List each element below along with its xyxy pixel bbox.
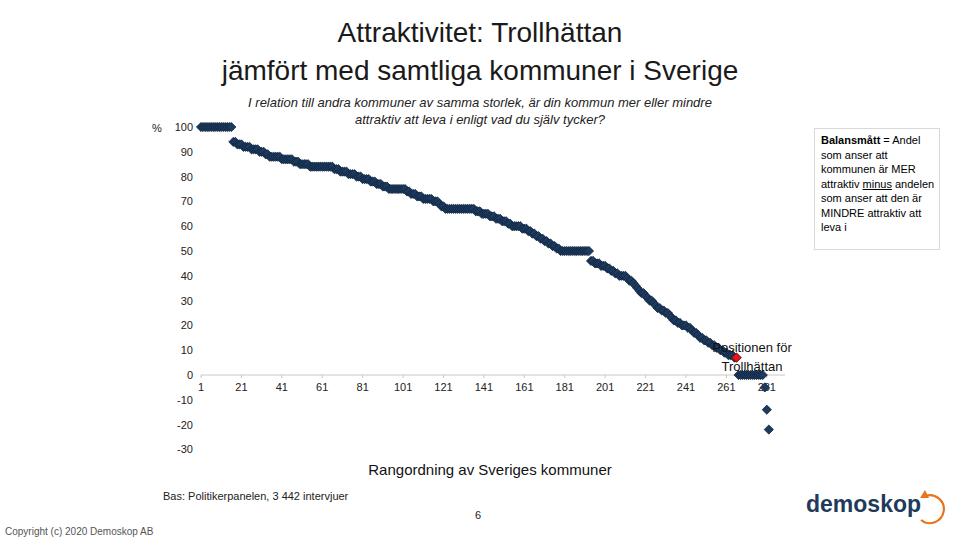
x-tick-label: 161: [515, 381, 533, 393]
x-tick: [564, 375, 565, 378]
point: [584, 246, 593, 255]
point: [762, 405, 771, 414]
x-tick: [241, 375, 242, 378]
x-tick-label: 261: [717, 381, 735, 393]
y-tick-label: 10: [181, 344, 193, 356]
x-tick-label: 201: [596, 381, 614, 393]
x-tick-label: 121: [434, 381, 452, 393]
point: [227, 122, 236, 131]
point: [764, 425, 773, 434]
x-tick: [443, 375, 444, 378]
subtitle: I relation till andra kommuner av samma …: [248, 95, 712, 110]
x-tick-label: 101: [394, 381, 412, 393]
logo-arc: [921, 495, 944, 523]
y-tick-label: 60: [181, 220, 193, 232]
y-tick-label: -20: [177, 419, 193, 431]
page-number: 6: [475, 509, 481, 521]
point: [760, 383, 769, 392]
subtitle: attraktiv att leva i enligt vad du själv…: [355, 112, 606, 127]
logo: demoskop: [806, 491, 921, 517]
x-tick: [645, 375, 646, 378]
x-tick: [403, 375, 404, 378]
y-tick-label: 90: [181, 146, 193, 158]
x-tick-label: 81: [357, 381, 369, 393]
y-tick-label: 100: [175, 121, 193, 133]
title: Attraktivitet: Trollhättan: [338, 17, 623, 48]
x-axis-label: Rangordning av Sveriges kommuner: [368, 461, 611, 478]
logo-arrow: [920, 490, 929, 498]
x-tick: [281, 375, 282, 378]
x-tick: [322, 375, 323, 378]
y-tick-label: 70: [181, 195, 193, 207]
x-tick-label: 181: [556, 381, 574, 393]
note-text: Balansmått: [821, 134, 880, 146]
x-tick: [685, 375, 686, 378]
source: Bas: Politikerpanelen, 3 442 intervjuer: [163, 490, 349, 502]
x-tick: [201, 375, 202, 378]
marks: [196, 122, 773, 434]
x-tick: [524, 375, 525, 378]
y-tick-label: 0: [187, 369, 193, 381]
x-tick: [726, 375, 727, 378]
x-tick-label: 41: [276, 381, 288, 393]
y-tick-label: 20: [181, 319, 193, 331]
note-box: Balansmått = Andel som anser att kommune…: [814, 128, 940, 250]
x-axis-line: [201, 375, 785, 376]
y-tick-label: -10: [177, 394, 193, 406]
x-tick: [483, 375, 484, 378]
x-tick-label: 1: [198, 381, 204, 393]
y-tick-label: 40: [181, 270, 193, 282]
x-tick-label: 21: [235, 381, 247, 393]
copyright: Copyright (c) 2020 Demoskop AB: [5, 526, 154, 537]
note-text: minus: [863, 178, 892, 190]
x-tick-label: 61: [316, 381, 328, 393]
y-tick-label: -30: [177, 443, 193, 455]
y-tick-label: 80: [181, 171, 193, 183]
x-tick: [362, 375, 363, 378]
title: jämfört med samtliga kommuner i Sverige: [221, 55, 739, 86]
y-tick-label: 30: [181, 295, 193, 307]
stage: Attraktivitet: Trollhättan jämfört med sa…: [0, 0, 960, 540]
y-axis-label: %: [152, 122, 162, 134]
y-tick-label: 50: [181, 245, 193, 257]
x-tick-label: 141: [475, 381, 493, 393]
chart: Attraktivitet: Trollhättan jämfört med sa…: [0, 0, 960, 540]
x-tick-label: 281: [758, 381, 776, 393]
x-tick-label: 241: [677, 381, 695, 393]
annotation: Positionen för Trollhättan: [697, 338, 807, 376]
x-tick-label: 221: [636, 381, 654, 393]
x-tick: [605, 375, 606, 378]
